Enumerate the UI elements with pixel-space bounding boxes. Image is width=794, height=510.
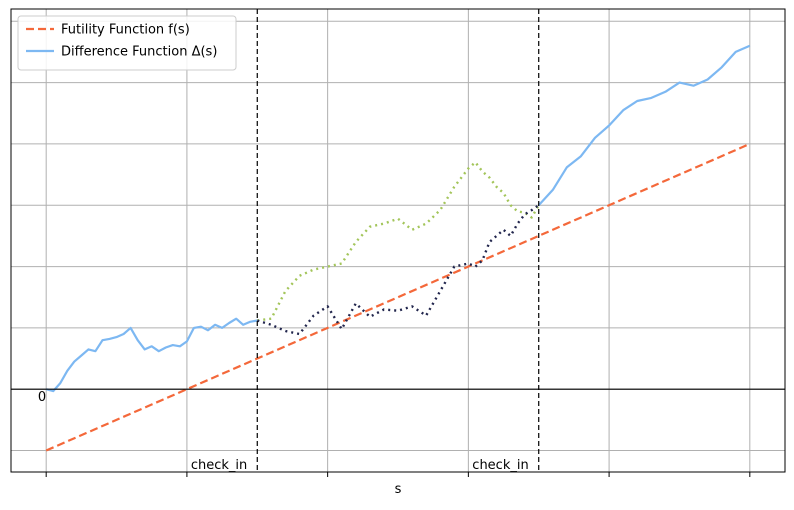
checkpoint-label: check_in (191, 458, 247, 473)
plot-area (45, 44, 751, 452)
legend-label: Futility Function f(s) (61, 23, 190, 38)
legend-label: Difference Function Δ(s) (61, 45, 217, 60)
series-line-1 (45, 317, 258, 393)
series-line-3 (256, 204, 540, 336)
series-line-0 (45, 142, 751, 452)
series-line-2 (257, 161, 540, 322)
legend-box (17, 15, 237, 71)
plot-frame (10, 8, 786, 473)
checkpoint-label: check_in (472, 458, 528, 473)
zero-label: 0 (38, 390, 46, 405)
annotations: 0 check_in check_in (11, 9, 785, 473)
x-axis-label: s (395, 482, 402, 497)
series-line-4 (537, 44, 751, 206)
legend: Futility Function f(s) Difference Functio… (17, 15, 237, 71)
grid (11, 9, 785, 477)
